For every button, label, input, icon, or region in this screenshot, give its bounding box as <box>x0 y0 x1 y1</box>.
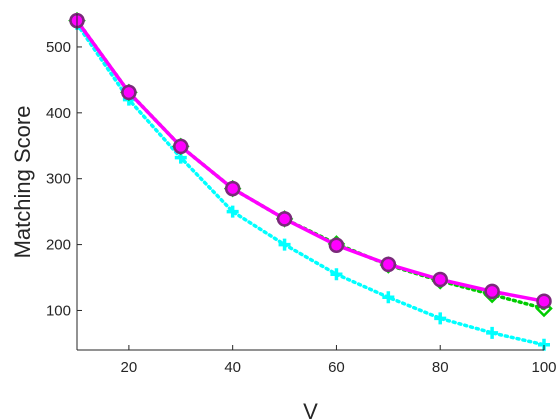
data-point <box>121 84 137 101</box>
y-tick-label: 200 <box>46 237 71 254</box>
data-point <box>434 312 447 325</box>
series-3-line <box>75 18 546 303</box>
series-2-line <box>75 18 546 311</box>
data-point <box>173 138 189 155</box>
data-point <box>226 205 239 218</box>
x-tick-label: 40 <box>224 359 241 376</box>
y-tick-label: 300 <box>46 171 71 188</box>
y-tick-label: 400 <box>46 105 71 122</box>
x-axis-ticks: 20 40 60 80 100 <box>121 345 557 376</box>
data-point <box>328 237 345 253</box>
data-point <box>278 238 291 251</box>
series-1 <box>71 17 550 351</box>
data-point <box>486 326 499 339</box>
data-point <box>330 268 343 281</box>
y-tick-label: 100 <box>46 302 71 319</box>
x-tick-label: 60 <box>328 359 345 376</box>
series-layer <box>68 11 553 351</box>
data-point <box>224 180 241 197</box>
data-point <box>382 291 395 304</box>
data-point <box>276 211 293 227</box>
series-3 <box>69 12 552 309</box>
axes-layer: 20 40 60 80 100 100 200 300 400 500 <box>46 14 557 376</box>
y-tick-label: 500 <box>46 39 71 56</box>
series-2 <box>68 11 553 318</box>
x-tick-label: 20 <box>121 359 138 376</box>
x-axis-title: V <box>303 399 318 420</box>
data-point <box>432 271 448 288</box>
data-point <box>484 283 500 300</box>
y-axis-ticks: 100 200 300 400 500 <box>46 39 82 319</box>
x-tick-label: 80 <box>432 359 449 376</box>
series-1-line <box>75 22 546 347</box>
data-point <box>380 256 397 273</box>
x-tick-label: 100 <box>531 359 556 376</box>
data-point <box>536 293 552 309</box>
y-axis-title: Matching Score <box>10 106 35 259</box>
